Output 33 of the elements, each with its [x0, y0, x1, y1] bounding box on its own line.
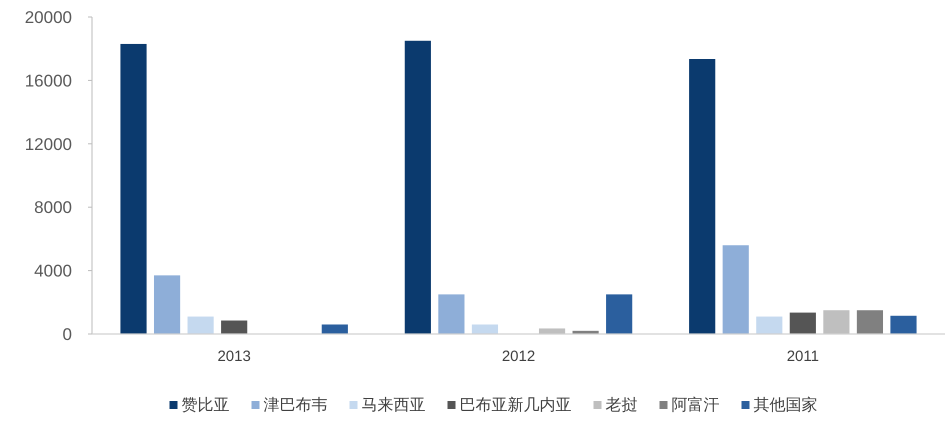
bar	[689, 59, 716, 334]
bar	[221, 320, 248, 334]
bar	[188, 316, 214, 334]
bar	[154, 275, 180, 334]
bar	[472, 324, 498, 334]
bar	[404, 40, 431, 334]
bar	[823, 310, 850, 334]
legend-label: 马来西亚	[362, 396, 426, 414]
bar	[120, 44, 147, 334]
bar	[722, 245, 749, 334]
y-tick-label: 4000	[34, 262, 72, 281]
bar	[322, 324, 348, 334]
bar	[438, 294, 464, 334]
legend-label: 巴布亚新几内亚	[460, 396, 572, 414]
legend-label: 其他国家	[754, 396, 818, 414]
y-tick-label: 8000	[34, 198, 72, 218]
x-tick-label: 2013	[217, 348, 251, 365]
y-tick-label: 12000	[24, 134, 72, 154]
legend-label: 老挝	[606, 396, 638, 414]
bar	[756, 316, 782, 334]
bar	[538, 328, 566, 334]
y-tick-label: 0	[62, 325, 72, 344]
legend-label: 津巴布韦	[264, 396, 328, 414]
y-tick-label: 20000	[24, 8, 72, 27]
x-tick-label: 2011	[786, 348, 819, 365]
bar	[890, 316, 917, 334]
legend-label: 阿富汗	[672, 396, 720, 414]
bar	[856, 310, 884, 334]
bar	[606, 294, 632, 334]
x-tick-label: 2012	[502, 348, 536, 365]
y-tick-label: 16000	[24, 71, 72, 90]
legend-label: 赞比亚	[182, 396, 230, 414]
bar	[790, 312, 816, 334]
